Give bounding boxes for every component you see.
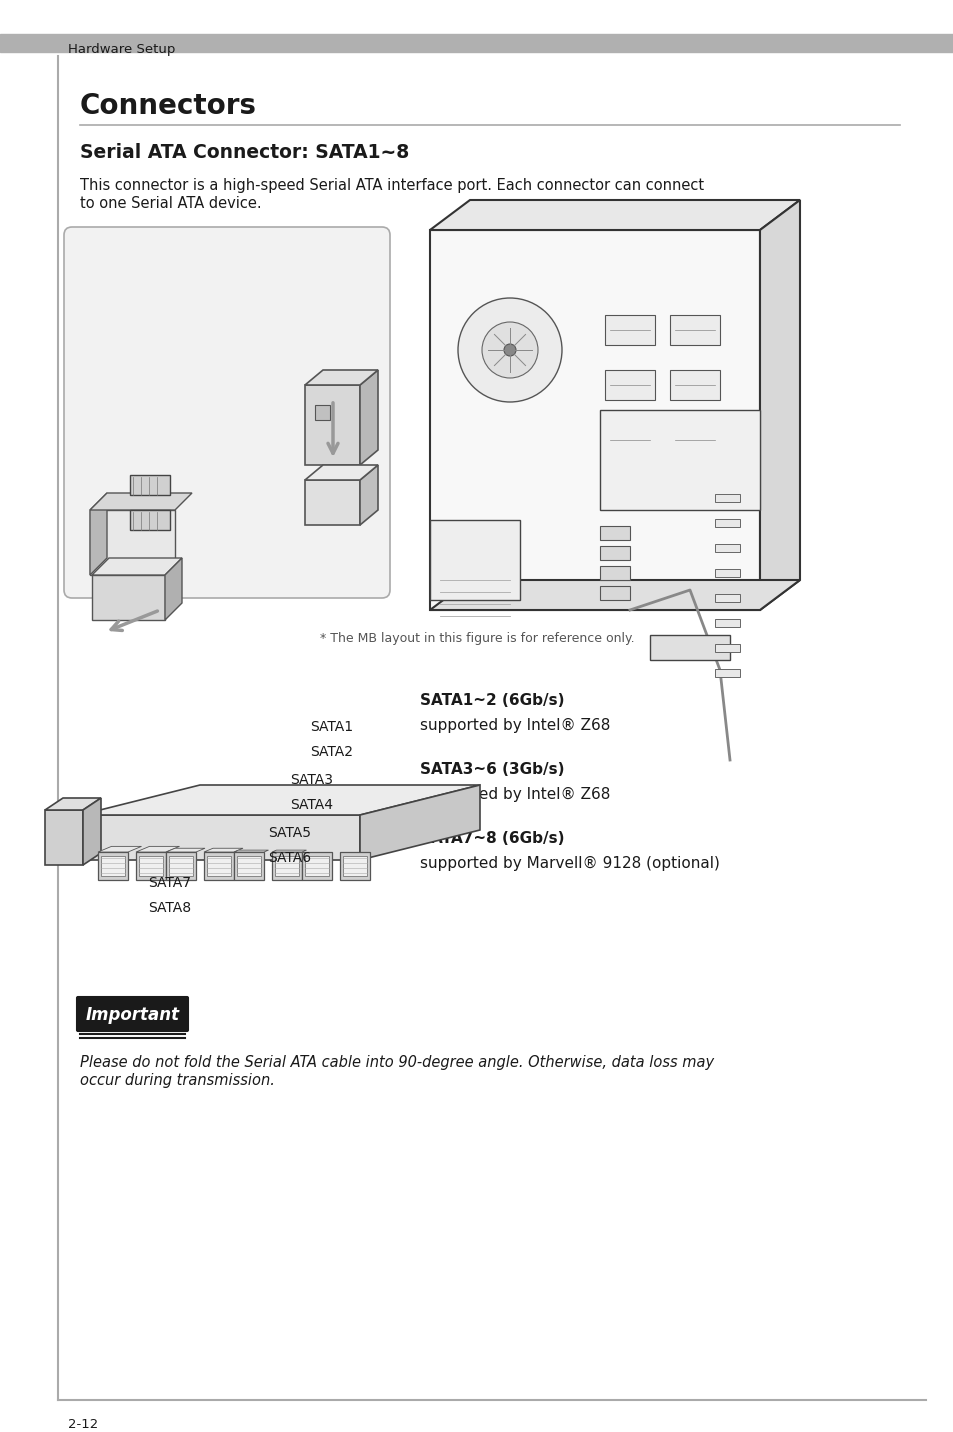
Text: SATA7: SATA7 <box>148 876 191 891</box>
Bar <box>430 231 760 610</box>
Bar <box>314 405 330 420</box>
Polygon shape <box>204 848 243 852</box>
Bar <box>714 569 740 577</box>
Polygon shape <box>90 493 107 576</box>
Text: 2-12: 2-12 <box>68 1418 98 1431</box>
Polygon shape <box>166 848 205 852</box>
Text: Connectors: Connectors <box>80 92 256 120</box>
Polygon shape <box>80 785 479 815</box>
Text: SATA6: SATA6 <box>268 851 311 865</box>
Bar <box>430 520 519 600</box>
Bar <box>604 369 655 400</box>
Text: * The MB layout in this figure is for reference only.: * The MB layout in this figure is for re… <box>319 632 634 644</box>
Text: Serial ATA Connector: SATA1~8: Serial ATA Connector: SATA1~8 <box>80 143 409 162</box>
Bar <box>714 544 740 551</box>
Polygon shape <box>359 465 377 526</box>
Bar <box>599 546 629 560</box>
Bar <box>0 34 953 52</box>
Bar <box>604 315 655 345</box>
Text: occur during transmission.: occur during transmission. <box>80 1073 274 1088</box>
Polygon shape <box>91 558 182 576</box>
Text: supported by Intel® Z68: supported by Intel® Z68 <box>419 788 610 802</box>
Polygon shape <box>136 846 179 852</box>
Polygon shape <box>80 815 359 861</box>
Bar <box>272 852 302 881</box>
Bar <box>305 480 359 526</box>
Bar <box>274 856 298 876</box>
Text: SATA2: SATA2 <box>310 745 353 759</box>
Text: SATA1~2 (6Gb/s): SATA1~2 (6Gb/s) <box>419 693 564 707</box>
Polygon shape <box>165 558 182 620</box>
Bar <box>714 594 740 601</box>
Bar <box>233 852 264 881</box>
Text: SATA1: SATA1 <box>310 720 353 735</box>
Bar <box>604 425 655 455</box>
Bar <box>714 494 740 503</box>
Bar <box>599 566 629 580</box>
Bar <box>207 856 231 876</box>
Polygon shape <box>83 798 101 865</box>
Bar <box>599 410 760 510</box>
Circle shape <box>481 322 537 378</box>
Polygon shape <box>305 369 377 385</box>
Bar <box>305 856 329 876</box>
Bar <box>599 526 629 540</box>
Bar <box>45 811 83 865</box>
Bar <box>305 385 359 465</box>
Polygon shape <box>359 785 479 861</box>
Bar <box>339 852 370 881</box>
Bar <box>669 315 720 345</box>
Text: to one Serial ATA device.: to one Serial ATA device. <box>80 196 261 211</box>
Text: This connector is a high-speed Serial ATA interface port. Each connector can con: This connector is a high-speed Serial AT… <box>80 178 703 193</box>
Bar <box>166 852 195 881</box>
Text: supported by Marvell® 9128 (optional): supported by Marvell® 9128 (optional) <box>419 856 720 871</box>
Bar <box>139 856 163 876</box>
Bar <box>669 369 720 400</box>
Polygon shape <box>98 846 141 852</box>
Text: Important: Important <box>86 1007 179 1024</box>
Polygon shape <box>430 580 800 610</box>
Polygon shape <box>90 493 192 510</box>
Text: Hardware Setup: Hardware Setup <box>68 43 175 56</box>
Bar <box>649 634 729 660</box>
Bar <box>714 518 740 527</box>
Bar <box>714 619 740 627</box>
Polygon shape <box>272 851 306 852</box>
Polygon shape <box>305 465 377 480</box>
Polygon shape <box>90 510 174 576</box>
Bar <box>343 856 367 876</box>
Text: Please do not fold the Serial ATA cable into 90-degree angle. Otherwise, data lo: Please do not fold the Serial ATA cable … <box>80 1055 714 1070</box>
Polygon shape <box>233 851 268 852</box>
Bar <box>101 856 125 876</box>
Bar <box>714 644 740 652</box>
Bar <box>669 425 720 455</box>
FancyBboxPatch shape <box>77 997 188 1031</box>
Bar <box>236 856 261 876</box>
Text: SATA7~8 (6Gb/s): SATA7~8 (6Gb/s) <box>419 831 564 846</box>
Polygon shape <box>91 576 165 620</box>
Bar <box>98 852 128 881</box>
FancyBboxPatch shape <box>64 228 390 599</box>
Bar <box>714 669 740 677</box>
Circle shape <box>503 344 516 357</box>
Circle shape <box>457 298 561 402</box>
Text: SATA8: SATA8 <box>148 901 191 915</box>
Bar <box>599 586 629 600</box>
Polygon shape <box>430 200 800 231</box>
Text: supported by Intel® Z68: supported by Intel® Z68 <box>419 717 610 733</box>
Bar <box>130 475 170 495</box>
Text: SATA3: SATA3 <box>290 773 333 788</box>
Polygon shape <box>760 200 800 610</box>
Bar <box>130 510 170 530</box>
Polygon shape <box>45 798 101 811</box>
Text: SATA3~6 (3Gb/s): SATA3~6 (3Gb/s) <box>419 762 564 778</box>
Bar <box>169 856 193 876</box>
Text: SATA4: SATA4 <box>290 798 333 812</box>
Bar <box>136 852 166 881</box>
Bar <box>204 852 233 881</box>
Text: SATA5: SATA5 <box>268 826 311 841</box>
Bar <box>302 852 332 881</box>
Polygon shape <box>359 369 377 465</box>
